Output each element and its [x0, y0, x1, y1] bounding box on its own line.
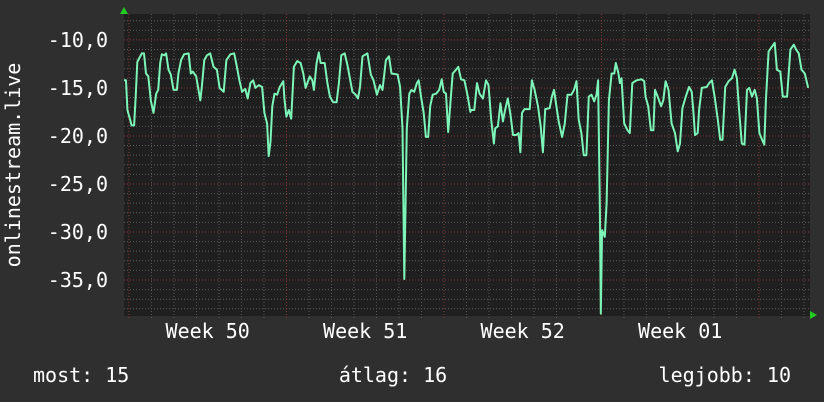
y-axis-arrow-icon: [120, 7, 128, 14]
legend-current: most: 15: [33, 363, 129, 387]
series-line: [124, 41, 810, 315]
y-axis-ticks: -10,0 -15,0 -20,0 -25,0 -30,0 -35,0: [48, 28, 108, 292]
y-axis-label: onlinestream.live: [1, 63, 25, 268]
x-tick-label: Week 01: [638, 319, 722, 343]
y-tick-label: -35,0: [48, 268, 108, 292]
grid: [124, 14, 810, 320]
y-tick-label: -10,0: [48, 28, 108, 52]
x-tick-label: Week 50: [166, 319, 250, 343]
y-tick-label: -15,0: [48, 76, 108, 100]
legend-best: legjobb: 10: [659, 363, 791, 387]
y-tick-label: -25,0: [48, 172, 108, 196]
x-axis-arrow-icon: [810, 311, 817, 319]
legend-average: átlag: 16: [339, 363, 447, 387]
y-tick-label: -30,0: [48, 220, 108, 244]
x-tick-label: Week 52: [481, 319, 565, 343]
x-axis-ticks: Week 50 Week 51 Week 52 Week 01: [166, 319, 723, 343]
y-tick-label: -20,0: [48, 124, 108, 148]
x-tick-label: Week 51: [323, 319, 407, 343]
